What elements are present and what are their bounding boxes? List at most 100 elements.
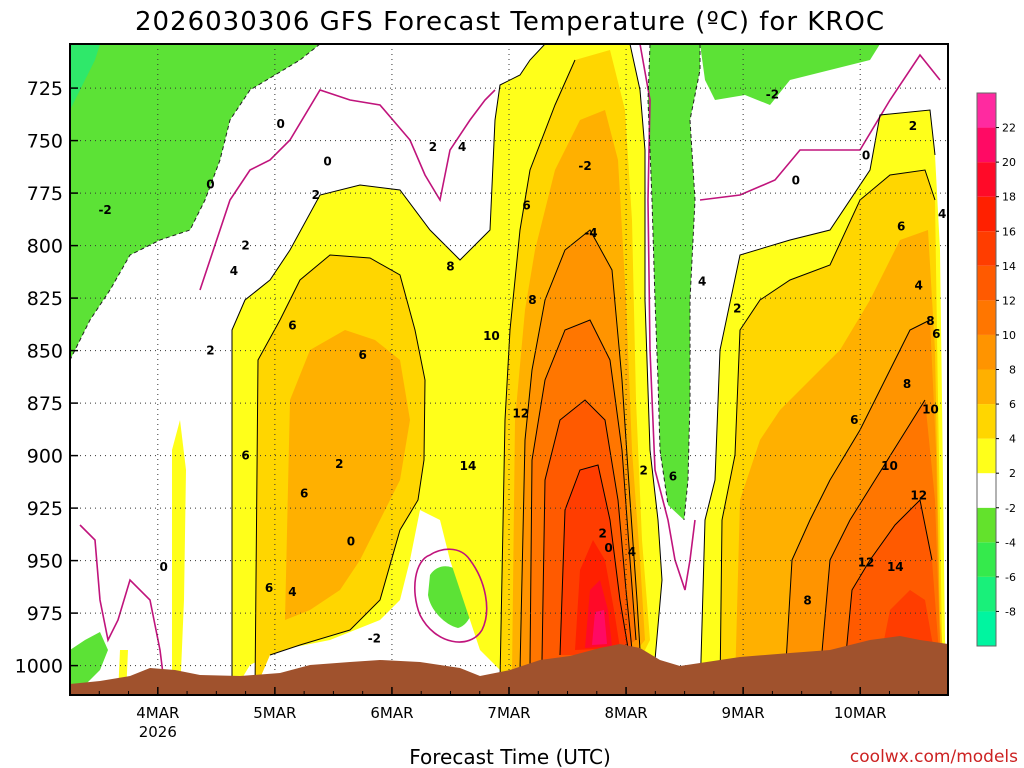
zero-isotherms (79, 44, 941, 691)
green-region-left-bottom (70, 632, 108, 690)
contour-label: 14 (460, 459, 477, 473)
x-tick-label: 7MAR (487, 704, 530, 722)
red20-region (592, 610, 607, 645)
contour-label: 10 (881, 459, 898, 473)
y-tick-label: 850 (27, 341, 63, 363)
contour-label: 2 (733, 302, 741, 316)
colorbar-label: 4 (1009, 433, 1016, 446)
colorbar-swatch (977, 438, 996, 474)
colorbar-label: 14 (1002, 260, 1016, 273)
colorbar: -8 -6 -4 -2 2 4 6 8 10 12 14 16 18 20 22 (976, 92, 1016, 647)
contour-label: 12 (910, 489, 927, 503)
contour-label: 4 (915, 279, 923, 293)
y-tick-label: 975 (27, 603, 63, 625)
colorbar-label: -6 (1005, 571, 1016, 584)
colorbar-swatch (977, 576, 996, 612)
x-tick-label: 5MAR (253, 704, 296, 722)
y-tick-label: 950 (27, 551, 63, 573)
contour-label: 8 (926, 314, 934, 328)
y-tick-label: 800 (27, 236, 63, 258)
contour-label: 0 (792, 174, 800, 188)
contour-label: 0 (277, 117, 285, 131)
contour-label: -2 (766, 87, 779, 101)
y-tick-label: 1000 (15, 656, 63, 678)
contour-label: 6 (897, 220, 905, 234)
green-region-top-left (70, 44, 100, 110)
colorbar-label: 6 (1009, 398, 1016, 411)
colorbar-label: -2 (1005, 502, 1016, 515)
green-region-mid (648, 44, 700, 520)
contour-label: 8 (803, 594, 811, 608)
y-tick-label: 900 (27, 446, 63, 468)
contour-label: 0 (323, 155, 331, 169)
colorbar-label: 20 (1002, 156, 1016, 169)
x-tick-year-label: 2026 (139, 723, 177, 741)
contour-label: 4 (230, 264, 238, 278)
y-tick-label: 725 (27, 78, 63, 100)
colorbar-swatch (977, 611, 996, 646)
warm-contours (231, 44, 936, 695)
x-tick-label: 4MAR (136, 704, 179, 722)
contour-label: 6 (850, 413, 858, 427)
contour-label: 4 (288, 585, 296, 599)
y-tick-label: 775 (27, 183, 63, 205)
contour-label: 6 (241, 449, 249, 463)
contour-label: 8 (528, 293, 536, 307)
colorbar-label: 10 (1002, 329, 1016, 342)
contour-label: 4 (458, 140, 466, 154)
contour-label: 0 (862, 148, 870, 162)
contour-label: 6 (300, 486, 308, 500)
colorbar-label: -4 (1005, 536, 1016, 549)
colorbar-label: 2 (1009, 467, 1016, 480)
contour-label: -2 (578, 159, 591, 173)
y-tick-label: 925 (27, 498, 63, 520)
x-tick-label: 10MAR (834, 704, 887, 722)
contour-label: 4 (698, 274, 706, 288)
colorbar-swatch (977, 404, 996, 439)
colorbar-swatch (977, 162, 996, 197)
colorbar-swatch (977, 196, 996, 232)
contour-label: 10 (483, 329, 500, 343)
colorbar-swatch (977, 542, 996, 577)
y-tick-label: 825 (27, 288, 63, 310)
contour-label: 12 (858, 556, 875, 570)
colorbar-swatch (977, 127, 996, 163)
contour-label: 6 (932, 327, 940, 341)
contour-label: 14 (887, 560, 904, 574)
contour-label: -2 (368, 631, 381, 645)
x-axis-label: Forecast Time (UTC) (409, 745, 611, 768)
colorbar-label: 22 (1002, 122, 1016, 135)
contour-label: 2 (429, 140, 437, 154)
colorbar-swatch (977, 369, 996, 405)
contour-label: 0 (347, 535, 355, 549)
contour-label: -2 (98, 203, 111, 217)
terrain-ground (70, 636, 948, 695)
contour-label: 10 (922, 402, 939, 416)
colorbar-swatch (977, 231, 996, 266)
colorbar-swatch (977, 265, 996, 301)
contour-label: 4 (628, 545, 636, 559)
yellow-strip-left (172, 420, 186, 695)
contour-label: 6 (288, 318, 296, 332)
green-region-upper-right (700, 44, 880, 105)
colorbar-label: 8 (1009, 364, 1016, 377)
contour-label: 6 (669, 470, 677, 484)
x-tick-label: 8MAR (604, 704, 647, 722)
colorbar-label: -8 (1005, 605, 1016, 618)
colorbar-swatch (977, 507, 996, 543)
x-tick-label: 9MAR (722, 704, 765, 722)
contour-label: 8 (903, 377, 911, 391)
colorbar-swatch (977, 334, 996, 370)
contour-label: 2 (241, 239, 249, 253)
contour-label: 6 (265, 581, 273, 595)
contour-label: 4 (938, 207, 946, 221)
contour-label: 2 (206, 344, 214, 358)
colorbar-swatch (977, 473, 996, 508)
credit-text[interactable]: coolwx.com/models (850, 747, 1018, 767)
contour-label: 12 (512, 407, 529, 421)
contour-label: -4 (584, 226, 597, 240)
